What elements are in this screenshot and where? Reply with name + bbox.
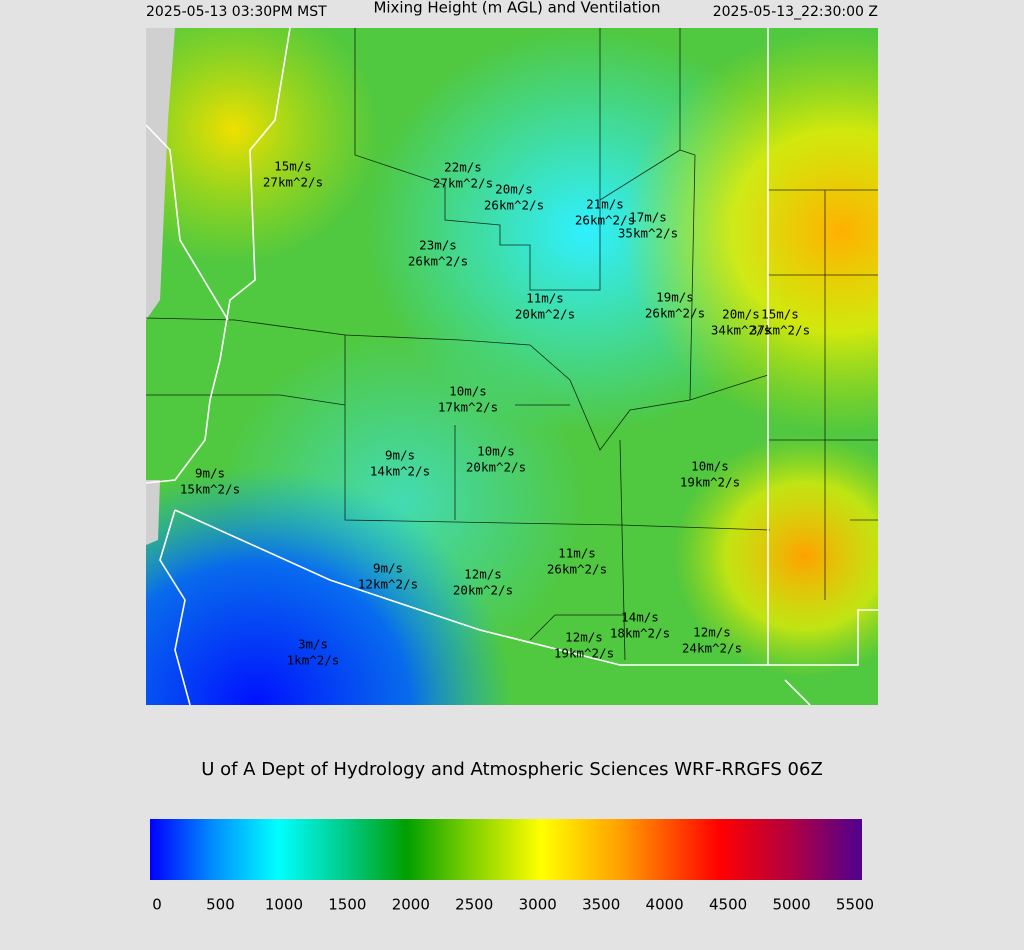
colorbar-tick-label: 1000	[265, 896, 303, 914]
ventilation-label: 14km^2/s	[370, 464, 430, 479]
ventilation-label: 26km^2/s	[408, 254, 468, 269]
colorbar-tick-label: 4500	[709, 896, 747, 914]
ventilation-label: 35km^2/s	[618, 226, 678, 241]
wind-speed-label: 11m/s	[558, 546, 596, 561]
wind-speed-label: 9m/s	[195, 466, 225, 481]
wind-speed-label: 10m/s	[449, 384, 487, 399]
ventilation-label: 1km^2/s	[287, 653, 340, 668]
wind-speed-label: 10m/s	[691, 459, 729, 474]
colorbar-tick-label: 5000	[772, 896, 810, 914]
colorbar-tick-label: 4000	[646, 896, 684, 914]
footer-credit: U of A Dept of Hydrology and Atmospheric…	[201, 759, 823, 780]
ventilation-label: 34km^2/s	[711, 323, 771, 338]
colorbar-tick-label: 2000	[392, 896, 430, 914]
colorbar	[150, 819, 862, 880]
colorbar-tick-label: 3500	[582, 896, 620, 914]
ventilation-label: 12km^2/s	[358, 577, 418, 592]
ventilation-label: 19km^2/s	[554, 646, 614, 661]
valid-time-local: 2025-05-13 03:30PM MST	[146, 4, 327, 20]
ventilation-label: 26km^2/s	[575, 213, 635, 228]
ventilation-label: 20km^2/s	[515, 307, 575, 322]
map-title: Mixing Height (m AGL) and Ventilation	[373, 0, 660, 17]
wind-speed-label: 12m/s	[693, 625, 731, 640]
wind-speed-label: 10m/s	[477, 444, 515, 459]
wind-speed-label: 11m/s	[526, 291, 564, 306]
valid-time-utc: 2025-05-13_22:30:00 Z	[713, 4, 878, 20]
ventilation-label: 26km^2/s	[645, 306, 705, 321]
wind-speed-label: 20m/s	[495, 182, 533, 197]
colorbar-tick-label: 0	[152, 896, 162, 914]
colorbar-tick-label: 3000	[519, 896, 557, 914]
wind-speed-label: 22m/s	[444, 160, 482, 175]
ventilation-label: 17km^2/s	[438, 400, 498, 415]
wind-speed-label: 9m/s	[373, 561, 403, 576]
wind-speed-label: 19m/s	[656, 290, 694, 305]
ventilation-label: 15km^2/s	[180, 482, 240, 497]
map	[146, 28, 878, 705]
ventilation-label: 20km^2/s	[453, 583, 513, 598]
colorbar-tick-label: 1500	[328, 896, 366, 914]
wind-speed-label: 9m/s	[385, 448, 415, 463]
ventilation-label: 20km^2/s	[466, 460, 526, 475]
ventilation-label: 18km^2/s	[610, 626, 670, 641]
colorbar-tick-label: 500	[206, 896, 235, 914]
wind-speed-label: 21m/s	[586, 197, 624, 212]
wind-speed-label: 3m/s	[298, 637, 328, 652]
wind-speed-label: 20m/s	[722, 307, 760, 322]
colorbar-tick-label: 5500	[836, 896, 874, 914]
wind-speed-label: 23m/s	[419, 238, 457, 253]
wind-speed-label: 17m/s	[629, 210, 667, 225]
wind-speed-label: 15m/s	[274, 159, 312, 174]
ventilation-label: 26km^2/s	[484, 198, 544, 213]
ventilation-label: 27km^2/s	[433, 176, 493, 191]
colorbar-ticks: 0 500 1000 1500 2000 2500 3000 3500 4000 4500 5000…	[152, 896, 874, 914]
ventilation-label: 37km^2/s	[750, 323, 810, 338]
wind-speed-label: 12m/s	[565, 630, 603, 645]
ventilation-label: 19km^2/s	[680, 475, 740, 490]
wind-speed-label: 14m/s	[621, 610, 659, 625]
wind-speed-label: 12m/s	[464, 567, 502, 582]
colorbar-tick-label: 2500	[455, 896, 493, 914]
ventilation-label: 27km^2/s	[263, 175, 323, 190]
ventilation-label: 26km^2/s	[547, 562, 607, 577]
ventilation-label: 24km^2/s	[682, 641, 742, 656]
wind-speed-label: 15m/s	[761, 307, 799, 322]
